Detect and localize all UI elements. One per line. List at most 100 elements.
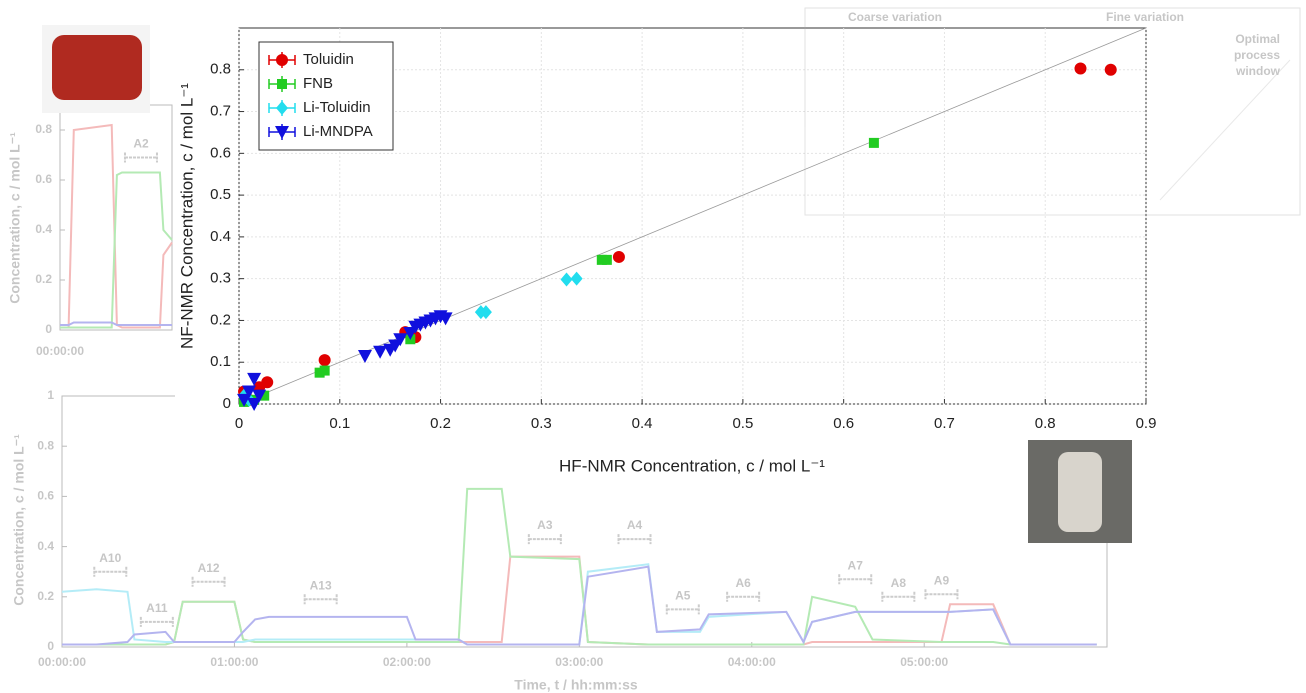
- legend-marker: [276, 54, 288, 66]
- point: [357, 349, 372, 363]
- annotation-label: A8: [891, 576, 907, 590]
- annotation-bracket: [924, 589, 959, 600]
- point: [868, 137, 879, 148]
- point: [259, 390, 270, 401]
- y-tick-label: 0: [223, 395, 231, 412]
- x-axis-label: HF-NMR Concentration, c / mol L⁻¹: [559, 456, 825, 475]
- plot-area: [59, 104, 173, 331]
- point: [242, 385, 257, 399]
- x-tick-label: 03:00:00: [555, 655, 603, 669]
- legend-label: FNB: [303, 75, 333, 92]
- point: [247, 398, 262, 411]
- point: [596, 254, 607, 265]
- annotation-label: A5: [675, 589, 691, 603]
- x-tick-label: 02:00:00: [383, 655, 431, 669]
- y-tick-label: 0.2: [35, 272, 52, 286]
- point: [314, 367, 325, 378]
- point: [570, 271, 583, 286]
- x-tick-label: 0.1: [329, 415, 350, 432]
- inset-label: Optimal: [1235, 32, 1280, 46]
- left-inset-panel: 00:00:00 0 0.2 0.4 0.6 0.8 Concentration, c / …: [7, 104, 173, 358]
- series-line: [62, 565, 1097, 646]
- annotation-bracket: [881, 591, 916, 602]
- point: [247, 372, 262, 386]
- point: [319, 365, 330, 376]
- x-tick-label: 0.5: [732, 415, 753, 432]
- annotation-bracket: [665, 604, 700, 615]
- y-tick-label: 0.4: [210, 228, 231, 245]
- series-line: [60, 171, 173, 329]
- annotation-bracket: [123, 152, 158, 163]
- annotation-label: A7: [848, 558, 864, 572]
- y-tick-label: 0.6: [210, 144, 231, 161]
- y-axis-label: Concentration, c / mol L⁻¹: [11, 434, 27, 606]
- legend-label: Li-MNDPA: [303, 123, 373, 140]
- point: [237, 393, 252, 407]
- y-tick-label: 0.8: [35, 122, 52, 136]
- top-right-inset: Coarse variation Fine variation Optimal …: [804, 7, 1301, 216]
- legend-marker: [276, 101, 288, 115]
- nmr-magnet: [1058, 452, 1102, 532]
- y-tick-label: 0: [45, 322, 52, 336]
- annotation-bracket: [838, 574, 873, 585]
- y-axis-label: Concentration, c / mol L⁻¹: [7, 132, 23, 304]
- y-tick-label: 1: [47, 388, 54, 402]
- point: [612, 250, 625, 263]
- device-body: [52, 35, 142, 100]
- y-tick-label: 0.6: [37, 489, 54, 503]
- annotation-label: A13: [310, 578, 332, 592]
- series-line: [62, 487, 1097, 646]
- series-line: [60, 321, 172, 326]
- annotation-bracket: [191, 576, 226, 587]
- annotation-label: A4: [627, 518, 643, 532]
- point: [560, 272, 573, 287]
- y-tick-label: 0.5: [210, 186, 231, 203]
- y-tick-label: 0.8: [210, 61, 231, 78]
- x-tick-label: 01:00:00: [210, 655, 258, 669]
- point: [479, 305, 492, 320]
- y-tick-label: 0.8: [37, 438, 54, 452]
- point: [393, 333, 408, 347]
- x-tick-label: 0.8: [1035, 415, 1056, 432]
- series-line: [61, 563, 1097, 646]
- annotation-bracket: [726, 591, 761, 602]
- y-axis-label: NF-NMR Concentration, c / mol L⁻¹: [177, 83, 196, 349]
- y-tick-label: 0.6: [35, 172, 52, 186]
- annotation-label: A11: [146, 601, 168, 615]
- x-tick-label: 0.7: [934, 415, 955, 432]
- series-line: [62, 555, 1097, 646]
- x-tick-label: 0.6: [833, 415, 854, 432]
- annotation-label: A3: [537, 518, 553, 532]
- point: [438, 312, 453, 326]
- main-panel: 0 0.1 0.2 0.3 0.4 0.5 0.6 0.7 0.8 0.9 0 0.1 0.2 0.3 0.…: [177, 27, 1157, 475]
- point: [1104, 63, 1117, 76]
- y-tick-label: 0.7: [210, 103, 231, 120]
- inset-label: Fine variation: [1106, 10, 1184, 24]
- annotation-label: A2: [133, 137, 149, 151]
- point: [601, 254, 612, 265]
- x-axis-label: Time, t / hh:mm:ss: [514, 677, 638, 693]
- x-tick-label: 0.9: [1136, 415, 1157, 432]
- x-tick-label: 0.3: [531, 415, 552, 432]
- annotation-bracket: [303, 594, 338, 605]
- inset-label: process: [1234, 48, 1280, 62]
- inset-line: [1159, 59, 1291, 201]
- point: [318, 354, 331, 367]
- inset-label: Coarse variation: [848, 10, 942, 24]
- legend-label: Li-Toluidin: [303, 99, 371, 116]
- annotation-bracket: [617, 534, 652, 545]
- y-tick-label: 0.4: [37, 539, 54, 553]
- legend-marker: [275, 126, 289, 139]
- x-tick-label: 0: [235, 415, 243, 432]
- annotation-label: A9: [934, 573, 950, 587]
- y-tick-label: 0.2: [210, 311, 231, 328]
- x-tick-label: 00:00:00: [38, 655, 86, 669]
- x-tick-label: 0.2: [430, 415, 451, 432]
- annotation-label: A10: [99, 551, 121, 565]
- y-tick-label: 0.4: [35, 222, 52, 236]
- inset-label: window: [1235, 64, 1281, 78]
- series-line: [60, 123, 173, 329]
- annotation-bracket: [527, 534, 562, 545]
- point: [252, 389, 267, 403]
